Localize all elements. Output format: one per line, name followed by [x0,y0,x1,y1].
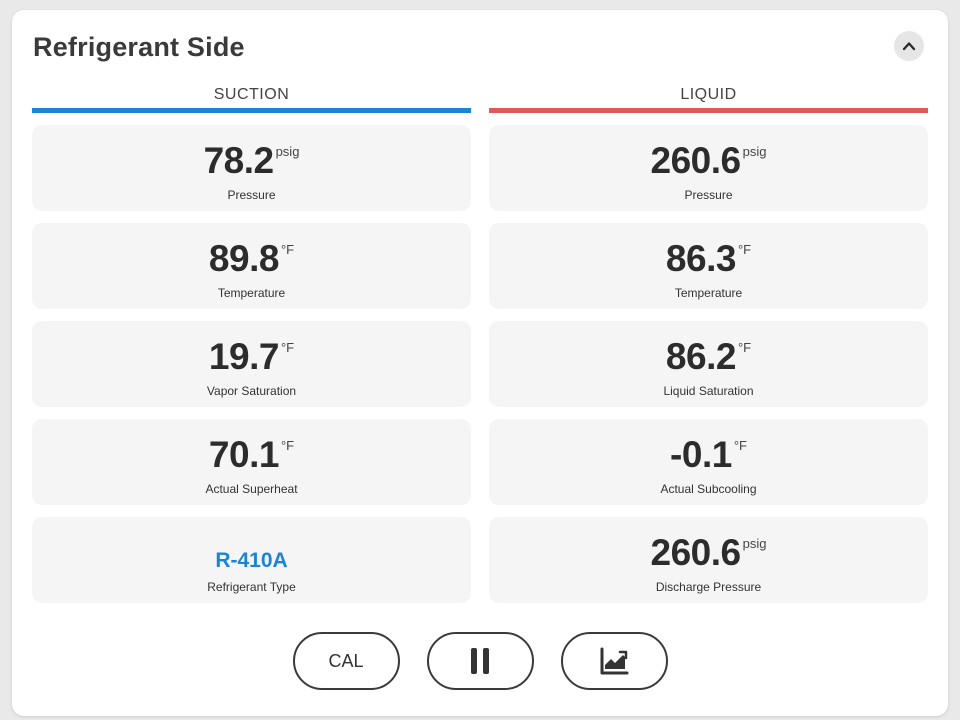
discharge-pressure-value: 260.6 [650,532,742,573]
suction-pressure-value: 78.2 [203,140,275,181]
discharge-pressure-card[interactable]: 260.6 psig Discharge Pressure [489,517,928,603]
liquid-temperature-label: Temperature [674,286,743,300]
suction-pressure-unit: psig [275,144,300,159]
panel-title: Refrigerant Side [33,32,245,62]
liquid-temperature-card[interactable]: 86.3 °F Temperature [489,223,928,309]
refrigerant-type-value[interactable]: R-410A [215,549,288,572]
collapse-button[interactable] [894,31,924,61]
discharge-pressure-label: Discharge Pressure [655,580,762,594]
superheat-label: Actual Superheat [205,482,298,496]
liquid-column: LIQUID 260.6 psig Pressure 86.3 °F Tempe… [489,84,928,615]
subcooling-unit: °F [733,438,747,453]
subcooling-card[interactable]: -0.1 °F Actual Subcooling [489,419,928,505]
refrigerant-type-card[interactable]: R-410A Refrigerant Type [32,517,471,603]
liquid-temperature-unit: °F [737,242,752,257]
suction-header: SUCTION [213,86,290,103]
vapor-saturation-label: Vapor Saturation [206,384,297,398]
suction-pressure-card[interactable]: 78.2 psig Pressure [32,125,471,211]
cal-button-label: CAL [328,650,364,671]
suction-temperature-value: 89.8 [208,238,280,279]
liquid-saturation-label: Liquid Saturation [663,384,754,398]
vapor-saturation-value: 19.7 [208,336,280,377]
suction-color-bar [32,108,471,113]
pause-button[interactable] [426,632,534,690]
pause-icon [471,648,489,674]
liquid-saturation-card[interactable]: 86.2 °F Liquid Saturation [489,321,928,407]
liquid-pressure-value: 260.6 [650,140,742,181]
superheat-unit: °F [280,438,295,453]
liquid-pressure-card[interactable]: 260.6 psig Pressure [489,125,928,211]
suction-temperature-card[interactable]: 89.8 °F Temperature [32,223,471,309]
chevron-up-icon [902,42,916,51]
liquid-saturation-value: 86.2 [665,336,737,377]
superheat-card[interactable]: 70.1 °F Actual Superheat [32,419,471,505]
liquid-pressure-label: Pressure [684,188,733,202]
refrigerant-side-panel: Refrigerant Side SUCTION 78.2 psig Press… [12,10,948,716]
trend-chart-icon [600,647,629,675]
liquid-header: LIQUID [680,86,737,103]
subcooling-label: Actual Subcooling [660,482,757,496]
suction-temperature-unit: °F [280,242,295,257]
suction-pressure-label: Pressure [227,188,276,202]
suction-column: SUCTION 78.2 psig Pressure 89.8 °F Tempe… [32,84,471,615]
cal-button[interactable]: CAL [292,632,400,690]
liquid-pressure-unit: psig [742,144,767,159]
liquid-color-bar [489,108,928,113]
vapor-saturation-unit: °F [280,340,295,355]
discharge-pressure-unit: psig [742,536,767,551]
control-bar: CAL [12,632,948,690]
liquid-temperature-value: 86.3 [665,238,737,279]
vapor-saturation-card[interactable]: 19.7 °F Vapor Saturation [32,321,471,407]
suction-temperature-label: Temperature [217,286,286,300]
trend-chart-button[interactable] [560,632,668,690]
liquid-saturation-unit: °F [737,340,752,355]
superheat-value: 70.1 [208,434,280,475]
refrigerant-type-label: Refrigerant Type [207,580,296,594]
subcooling-value: -0.1 [670,434,732,475]
